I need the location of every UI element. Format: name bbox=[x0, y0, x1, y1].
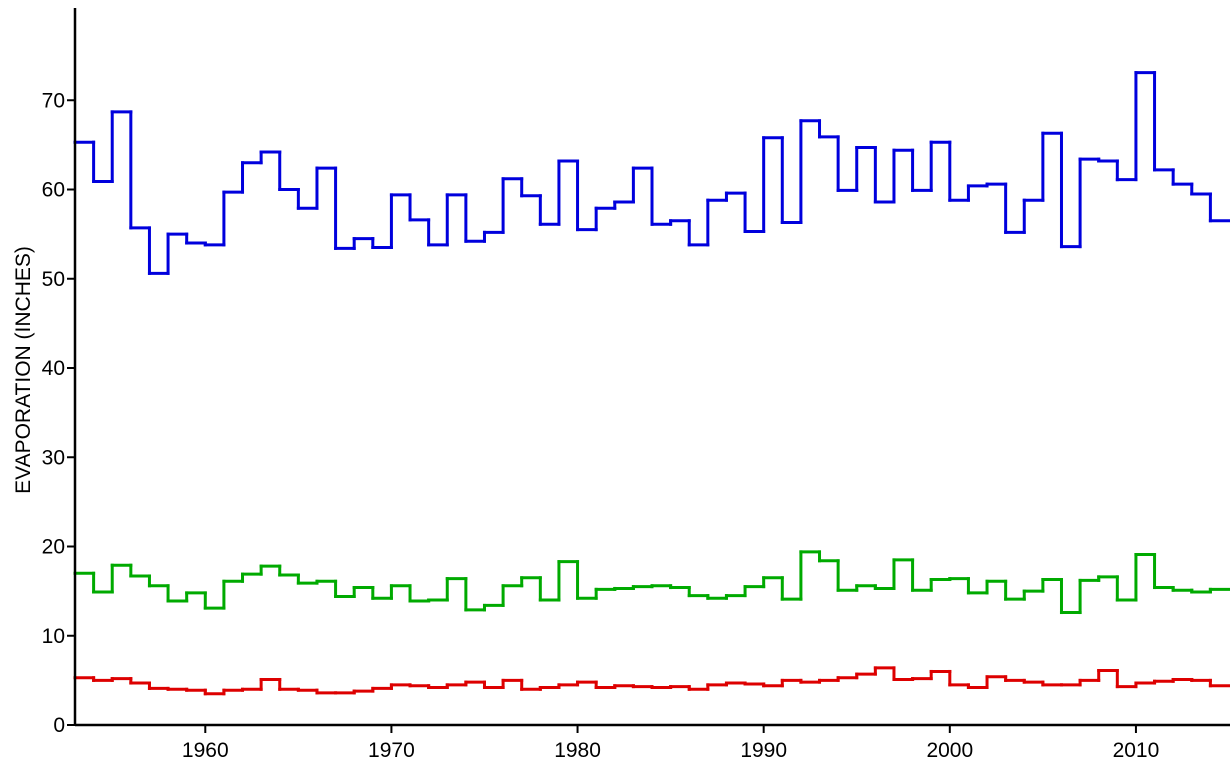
x-tick-label: 1960 bbox=[182, 739, 229, 762]
x-tick-label: 1990 bbox=[740, 739, 787, 762]
y-tick-label: 10 bbox=[42, 625, 65, 648]
x-tick-label: 2000 bbox=[926, 739, 973, 762]
y-tick-label: 60 bbox=[42, 179, 65, 202]
x-tick-label: 1970 bbox=[368, 739, 415, 762]
y-tick-label: 30 bbox=[42, 446, 65, 469]
x-tick-label: 2010 bbox=[1113, 739, 1160, 762]
y-tick-label: 40 bbox=[42, 357, 65, 380]
y-tick-label: 50 bbox=[42, 268, 65, 291]
x-tick-label: 1980 bbox=[554, 739, 601, 762]
y-tick-label: 0 bbox=[53, 714, 65, 737]
y-tick-label: 70 bbox=[42, 89, 65, 112]
y-axis-label: EVAPORATION (INCHES) bbox=[12, 246, 35, 494]
y-tick-label: 20 bbox=[42, 536, 65, 559]
